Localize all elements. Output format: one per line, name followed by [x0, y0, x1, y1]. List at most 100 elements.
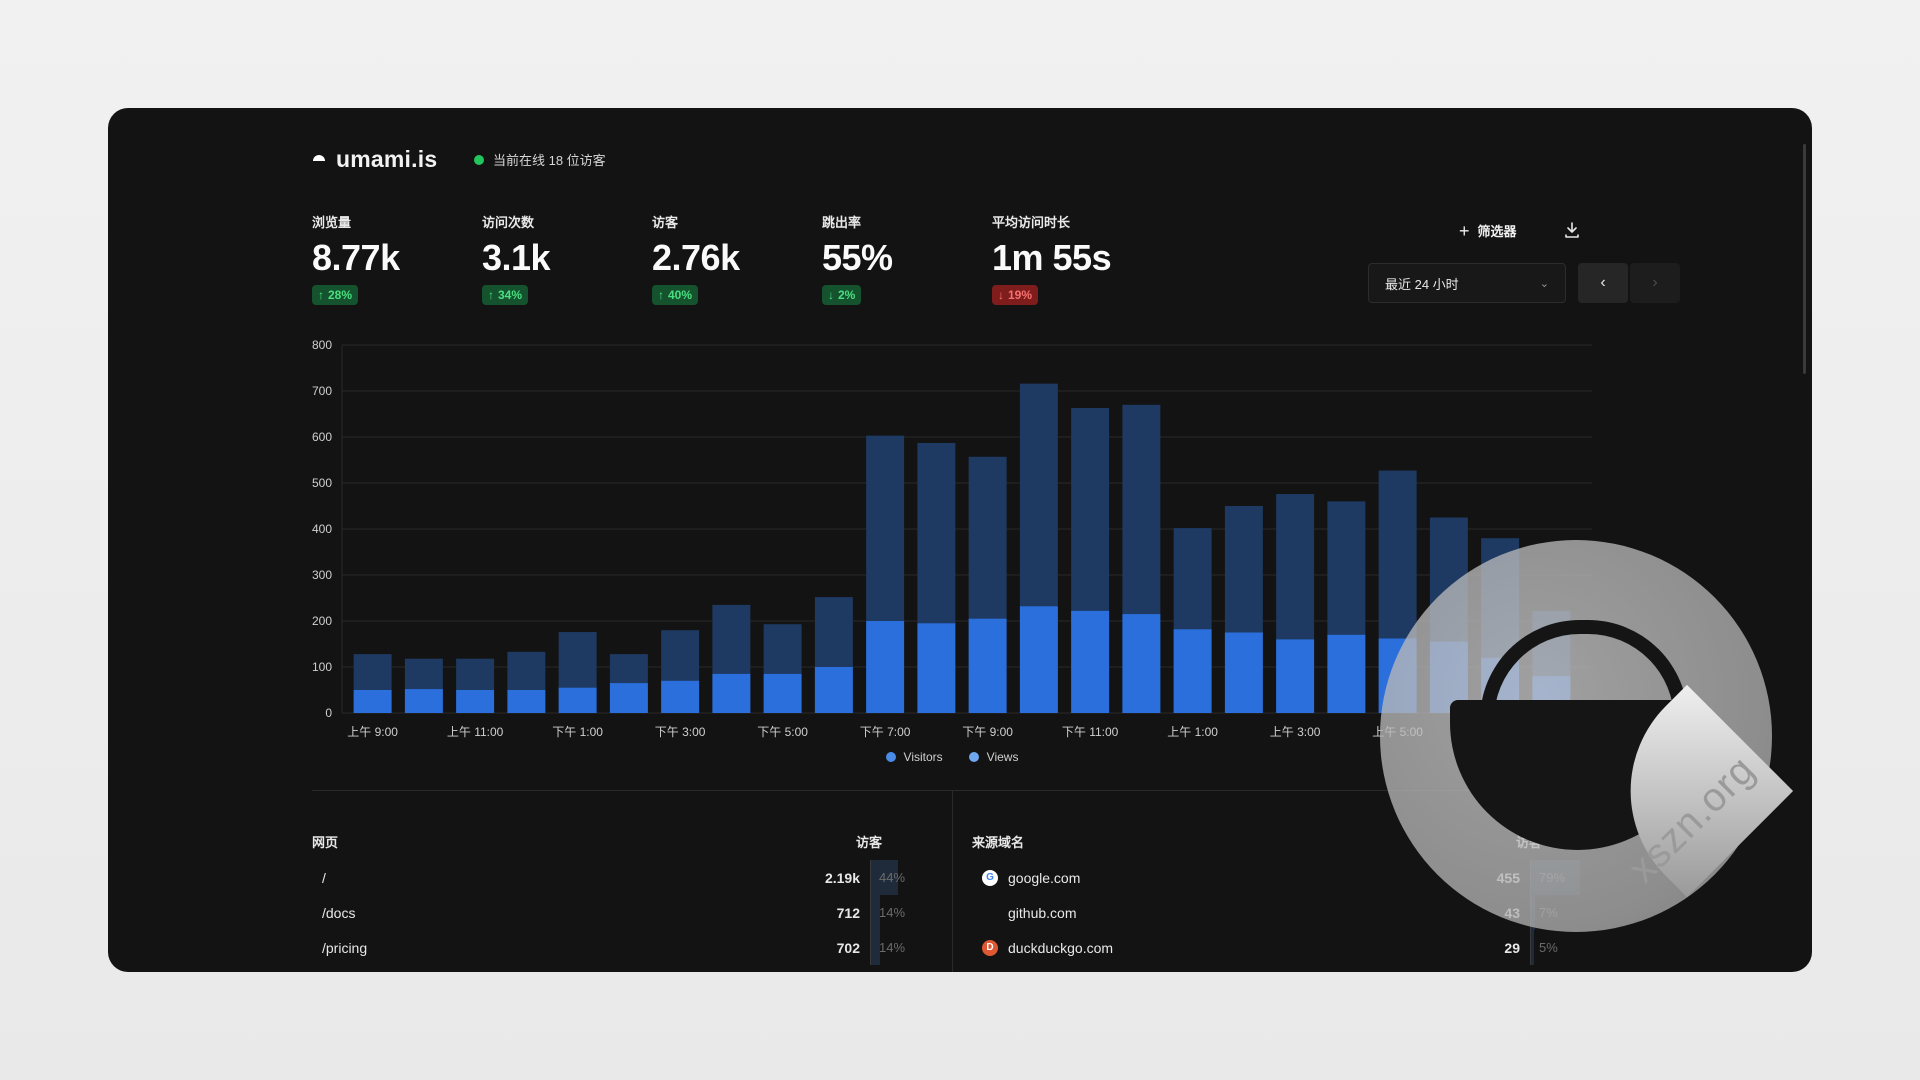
- legend-views[interactable]: Views: [968, 750, 1018, 764]
- visitors-bar: [456, 690, 495, 713]
- x-tick-label: 上午 3:00: [1270, 725, 1321, 739]
- row-label-text: /docs: [322, 904, 356, 921]
- change-value: 34%: [498, 288, 523, 302]
- visitors-bar: [866, 621, 905, 713]
- x-tick-label: 下午 3:00: [655, 725, 706, 739]
- visitors-bar: [763, 673, 802, 713]
- table-row[interactable]: / 2.19k 44%: [312, 860, 932, 895]
- metrics-bar: 浏览量 8.77k ↑ 28% 访问次数 3.1k ↑ 34% 访客 2.76k ↑…: [312, 212, 1192, 305]
- metric-change: ↑ 34%: [482, 285, 529, 305]
- download-icon: [1565, 222, 1579, 238]
- row-label-text: duckduckgo.com: [1008, 939, 1114, 956]
- pages-rows: / 2.19k 44% /docs 712 14% /pricing 702 14%: [312, 860, 932, 965]
- chevron-down-icon: ⌄: [1539, 277, 1549, 290]
- metric-label: 跳出率: [822, 215, 862, 230]
- row-label: /: [312, 870, 780, 886]
- visitors-bar: [404, 689, 443, 713]
- row-percentage: 14%: [870, 930, 932, 965]
- visitors-bar: [609, 683, 648, 713]
- chart-legend: Visitors Views: [312, 750, 1592, 764]
- google-favicon-icon: G: [982, 869, 998, 886]
- row-percentage: 14%: [870, 895, 932, 930]
- visitors-bar: [968, 618, 1007, 713]
- online-status-dot: [474, 154, 484, 165]
- row-value: 29: [1504, 939, 1520, 956]
- row-value: 712: [836, 904, 860, 921]
- legend-visitors[interactable]: Visitors: [885, 750, 943, 764]
- scrollbar[interactable]: [1803, 144, 1806, 374]
- legend-label: Visitors: [903, 750, 943, 764]
- umami-logo-icon: [312, 153, 326, 167]
- metric-value: 2.76k: [652, 237, 740, 278]
- change-value: 40%: [668, 288, 693, 302]
- y-tick-label: 300: [312, 568, 332, 582]
- metric-label: 访客: [652, 215, 679, 230]
- brand-name: umami.is: [336, 146, 438, 172]
- metric-change: ↓ 19%: [992, 285, 1039, 305]
- filter-button[interactable]: + 筛选器: [1459, 221, 1517, 240]
- metric-value: 55%: [822, 237, 893, 278]
- metric-label: 浏览量: [312, 215, 352, 230]
- legend-dot: [968, 752, 979, 762]
- x-tick-label: 上午 11:00: [447, 725, 504, 739]
- x-tick-label: 上午 9:00: [347, 725, 398, 739]
- visitors-bar: [1276, 639, 1315, 713]
- table-row[interactable]: /docs 712 14%: [312, 895, 932, 930]
- metric-label: 访问次数: [482, 215, 535, 230]
- percentage-text: 14%: [879, 905, 906, 920]
- metric-bounce-rate: 跳出率 55% ↓ 2%: [822, 212, 992, 305]
- x-tick-label: 下午 7:00: [860, 725, 911, 739]
- row-label-text: github.com: [1008, 904, 1077, 921]
- row-label-text: /: [322, 869, 326, 886]
- date-range-select[interactable]: 最近 24 小时 ⌄: [1368, 263, 1566, 303]
- percentage-text: 5%: [1539, 940, 1558, 955]
- visitors-bar: [1122, 614, 1161, 713]
- row-value: 2.19k: [824, 869, 860, 886]
- arrow-down-icon: ↓: [828, 288, 834, 302]
- arrow-up-icon: ↑: [658, 288, 664, 302]
- visitors-bar: [1019, 606, 1058, 713]
- metric-visits: 访问次数 3.1k ↑ 34%: [482, 212, 652, 305]
- arrow-up-icon: ↑: [318, 288, 324, 302]
- online-text: 当前在线 18 位访客: [493, 153, 606, 168]
- percentage-text: 14%: [879, 940, 906, 955]
- y-tick-label: 100: [312, 660, 332, 674]
- y-tick-label: 200: [312, 614, 332, 628]
- metric-visitors: 访客 2.76k ↑ 40%: [652, 212, 822, 305]
- metric-value: 1m 55s: [992, 237, 1112, 278]
- row-percentage: 44%: [870, 860, 932, 895]
- chevron-left-icon: ‹: [1600, 274, 1606, 291]
- arrow-down-icon: ↓: [998, 288, 1004, 302]
- x-tick-label: 下午 1:00: [552, 725, 603, 739]
- pages-title: 网页: [312, 835, 339, 850]
- percentage-fill: [871, 895, 880, 930]
- column-divider: [952, 790, 953, 972]
- pages-metric-header: 访客: [855, 835, 882, 850]
- y-tick-label: 700: [312, 384, 332, 398]
- previous-period-button[interactable]: ‹: [1578, 263, 1628, 303]
- download-button[interactable]: [1562, 220, 1582, 240]
- percentage-fill: [871, 860, 899, 895]
- x-tick-label: 下午 9:00: [962, 725, 1013, 739]
- change-value: 19%: [1008, 288, 1033, 302]
- filter-label: 筛选器: [1477, 224, 1517, 239]
- visitors-bar: [353, 690, 392, 713]
- metric-change: ↑ 28%: [312, 285, 359, 305]
- metric-change: ↑ 40%: [652, 285, 699, 305]
- github-favicon-icon: [982, 905, 998, 921]
- next-period-button[interactable]: ›: [1630, 263, 1680, 303]
- row-percentage: 5%: [1530, 930, 1592, 965]
- arrow-up-icon: ↑: [488, 288, 494, 302]
- metric-value: 3.1k: [482, 237, 551, 278]
- change-value: 28%: [328, 288, 353, 302]
- table-row[interactable]: /pricing 702 14%: [312, 930, 932, 965]
- brand[interactable]: umami.is: [312, 146, 437, 173]
- percentage-fill: [871, 930, 880, 965]
- legend-dot: [885, 752, 896, 762]
- visitors-bar: [814, 667, 853, 713]
- visitors-bar: [507, 690, 546, 713]
- percentage-fill: [1531, 930, 1535, 965]
- metric-value: 8.77k: [312, 237, 400, 278]
